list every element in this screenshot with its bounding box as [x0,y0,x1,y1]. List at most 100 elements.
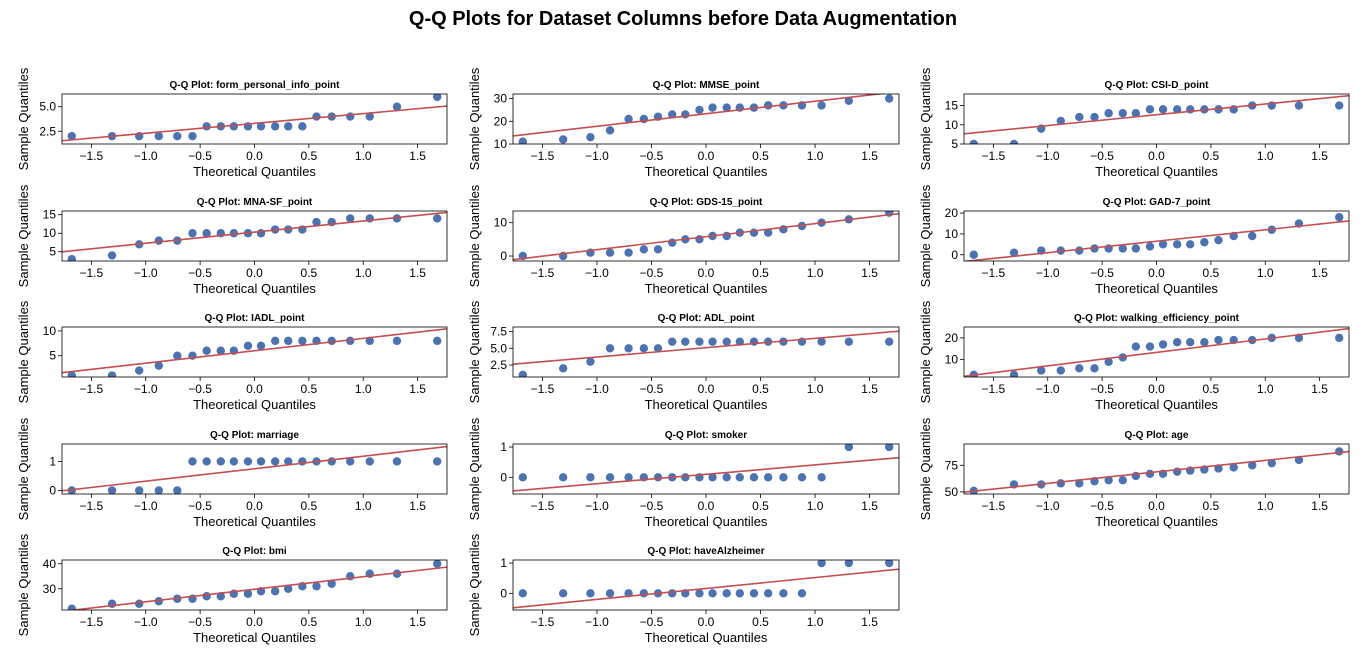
y-tick-label: 7.5 [490,325,507,339]
qq-point [1104,357,1113,366]
qq-point [1158,340,1168,349]
x-tick-label: 1.5 [861,499,878,513]
x-axis-label: Theoretical Quantiles [645,281,768,296]
y-tick-label: 10 [945,227,959,241]
x-tick-label: 1.5 [861,615,878,629]
qq-point [188,457,197,466]
x-axis-label: Theoretical Quantiles [193,514,316,529]
qq-point [107,486,117,494]
qq-point [586,473,595,482]
x-axis-label: Theoretical Quantiles [193,630,316,645]
x-tick-label: −1.0 [134,382,158,396]
qq-point [1248,461,1257,470]
qq-point [844,560,854,568]
x-tick-label: 0.0 [246,615,263,629]
subplot-title: Q-Q Plot: haveAlzheimer [647,546,764,557]
qq-point [298,336,307,346]
y-axis-label: Sample Quantiles [467,67,482,170]
qq-point [433,457,442,466]
subplot-title: Q-Q Plot: ADL_point [658,313,756,324]
qq-point [1056,366,1065,375]
qq-point [1145,105,1155,114]
qq-point [749,228,759,237]
x-tick-label: 0.0 [698,499,715,513]
qq-point [229,122,239,131]
x-tick-label: 0.5 [1203,266,1220,280]
y-axis-label: Sample Quantiles [918,417,933,520]
qq-point [270,587,280,596]
x-tick-label: −1.0 [585,149,609,163]
x-tick-label: −1.5 [982,149,1006,163]
qq-point [1118,353,1127,362]
x-tick-label: 0.5 [301,382,318,396]
x-tick-label: 0.5 [1203,499,1220,513]
y-tick-label: 0 [500,470,507,484]
x-tick-label: 1.5 [409,499,426,513]
y-axis-label: Sample Quantiles [467,417,482,520]
qq-point [1335,333,1344,343]
qq-point [1172,338,1182,347]
y-tick-label: 5 [951,137,958,151]
qq-point [735,473,745,482]
qq-point [605,473,615,482]
qq-point [284,457,293,466]
qq-point [797,589,807,598]
qq-point [1009,248,1019,257]
qq-point [722,103,731,112]
x-tick-label: 0.0 [246,382,263,396]
x-axis-label: Theoretical Quantiles [645,164,768,179]
qq-point [433,560,442,568]
x-tick-label: 1.5 [409,149,426,163]
qq-point [817,101,826,110]
qq-subplot-10: Q-Q Plot: marriage −1.5 −1.0 −0.5 0.0 0.5 1.0 1… [16,417,448,529]
qq-point [67,371,76,377]
qq-point [586,132,595,142]
qq-point [1214,235,1223,245]
y-axis-label: Sample Quantiles [16,184,31,287]
qq-point [1145,242,1155,251]
qq-subplot-5: Q-Q Plot: GDS-15_point −1.5 −1.0 −0.5 0.0 0.5… [467,184,900,296]
qq-point [107,371,117,377]
qq-point [779,473,788,482]
y-tick-label: 0 [500,249,507,263]
x-tick-label: 0.0 [246,499,263,513]
qq-subplot-8: Q-Q Plot: ADL_point −1.5 −1.0 −0.5 0.0 0.5 1.0… [467,300,900,412]
data-marks [964,213,1349,261]
x-tick-label: 0.5 [301,266,318,280]
y-tick-label: 15 [43,208,57,222]
qq-point [1172,240,1182,249]
qq-reference-line [964,94,1349,135]
data-marks [964,327,1349,377]
x-tick-label: −0.5 [640,266,664,280]
subplot-title: Q-Q Plot: age [1125,430,1189,441]
x-tick-label: −1.5 [982,499,1006,513]
qq-point [327,457,336,466]
x-tick-label: 0.0 [1148,266,1165,280]
x-tick-label: 1.5 [409,266,426,280]
qq-point [695,337,704,346]
y-tick-label: 20 [494,114,508,128]
x-tick-label: 1.0 [807,499,824,513]
qq-point [1214,335,1223,345]
x-tick-label: −1.0 [134,615,158,629]
x-tick-label: −0.5 [640,499,664,513]
qq-point [1118,109,1127,118]
y-axis-label: Sample Quantiles [918,300,933,403]
x-tick-label: 1.0 [355,149,372,163]
x-tick-label: −0.5 [1090,266,1114,280]
x-tick-label: 0.0 [698,382,715,396]
qq-point [1131,342,1141,351]
qq-point [135,486,144,494]
x-axis-label: Theoretical Quantiles [1095,164,1218,179]
x-axis-label: Theoretical Quantiles [193,397,316,412]
qq-point [1009,139,1019,144]
data-marks [513,444,899,492]
y-axis-label: Sample Quantiles [16,67,31,170]
subplot-title: Q-Q Plot: GAD-7_point [1103,197,1211,208]
qq-point [1075,246,1084,255]
x-tick-label: −1.5 [531,499,555,513]
qq-point [284,584,293,593]
qq-point [270,457,280,466]
x-tick-label: 1.0 [1257,266,1274,280]
